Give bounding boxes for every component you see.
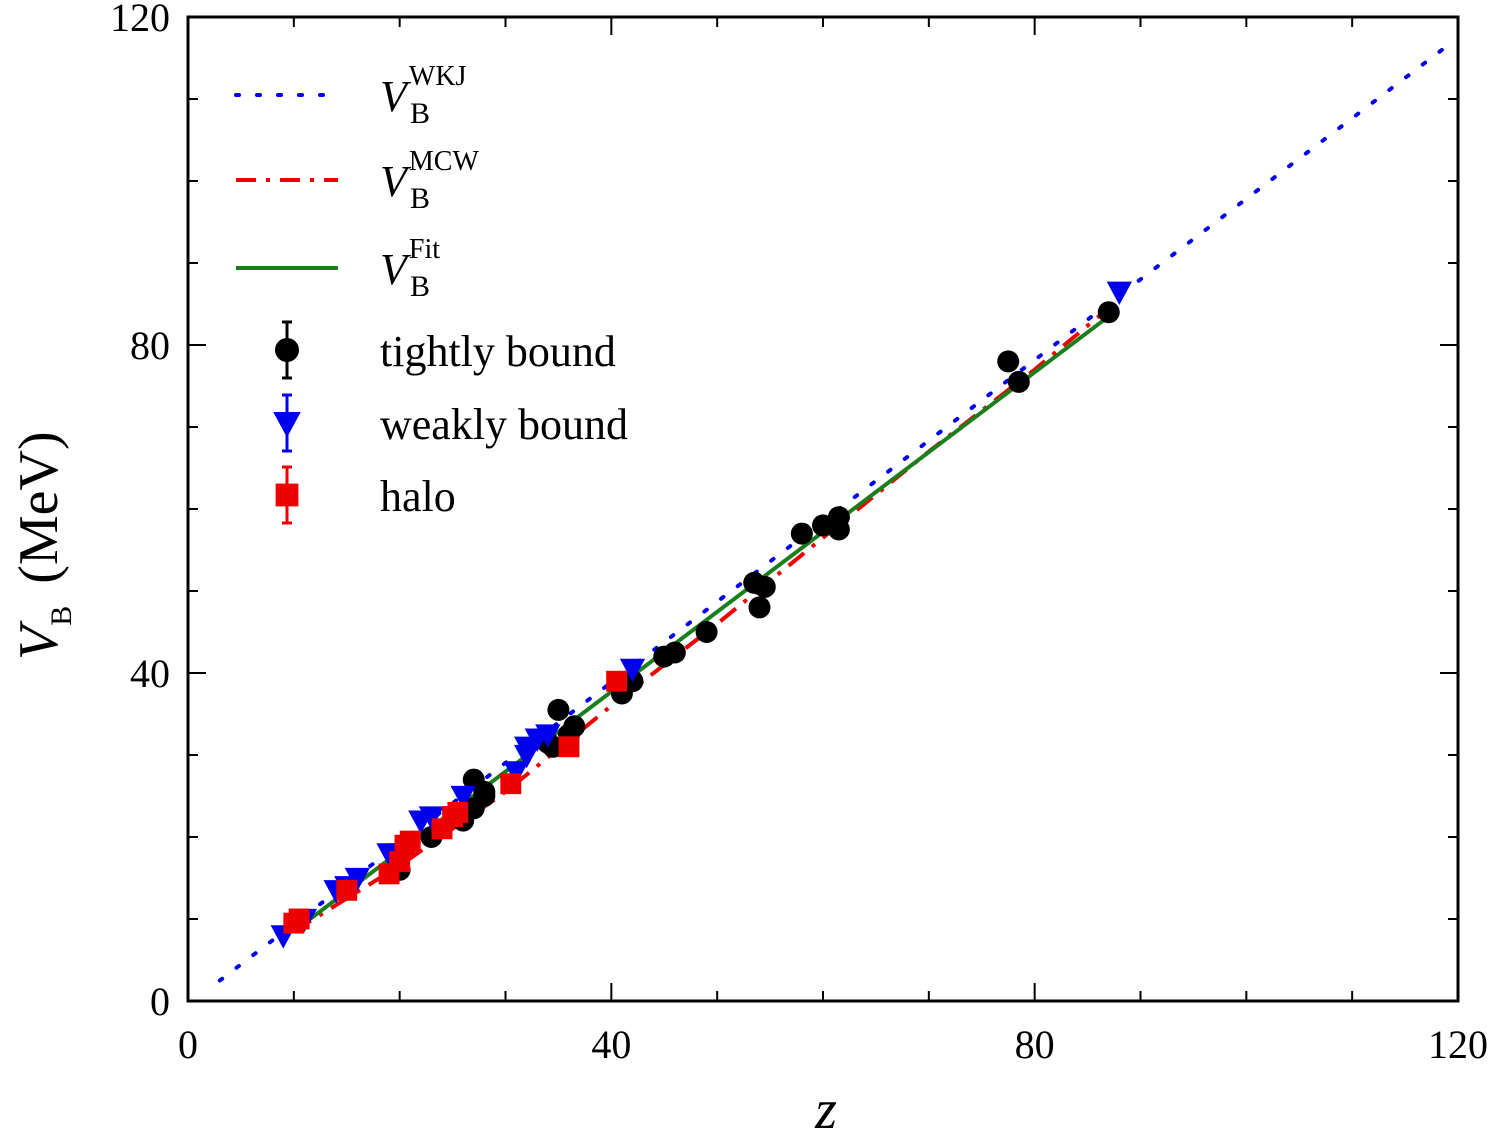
legend-label-tightly: tightly bound (380, 327, 616, 376)
weakly-point (344, 867, 370, 892)
tightly-point (1097, 301, 1120, 324)
legend-label-mcw: VMCW B (380, 146, 479, 215)
halo-point (500, 773, 522, 795)
tightly-point (1007, 370, 1030, 393)
legend: VWKJ B VMCW B VFit B tightly bound weakly bound… (234, 61, 628, 525)
tightly-point (473, 780, 496, 803)
halo-point (606, 670, 628, 692)
data-layer (217, 43, 1450, 983)
weakly-point (535, 724, 561, 748)
line-wkj (217, 43, 1450, 983)
legend-marker-weakly (273, 411, 301, 438)
x-axis-title: z (814, 1079, 837, 1140)
halo-point (399, 830, 421, 852)
weakly-point (503, 761, 529, 785)
tightly-point (695, 621, 718, 643)
tightly-point (563, 715, 586, 738)
x-tick-label: 80 (1015, 1022, 1055, 1067)
axis-tick-labels: 0 40 80 120 0 40 80 120 (110, 0, 1488, 1067)
series-tightly (388, 301, 1120, 881)
legend-marker-tightly (275, 338, 299, 362)
y-axis-title-sub: B (45, 606, 78, 626)
weakly-point (619, 658, 646, 683)
y-axis-title: VB (MeV) (8, 431, 78, 660)
y-tick-label: 40 (130, 651, 170, 696)
y-tick-label: 120 (110, 0, 170, 40)
halo-point (558, 736, 580, 758)
tightly-point (663, 641, 686, 664)
legend-label-weakly: weakly bound (380, 400, 628, 449)
weakly-point (450, 785, 476, 810)
halo-point (336, 879, 358, 901)
tightly-point (790, 522, 813, 545)
y-tick-label: 0 (150, 979, 170, 1024)
x-tick-label: 0 (178, 1022, 198, 1067)
tightly-point (753, 575, 776, 598)
legend-marker-halo (275, 483, 299, 507)
x-tick-label: 120 (1428, 1022, 1488, 1067)
halo-point (288, 908, 310, 930)
tightly-point (827, 518, 850, 541)
legend-label-wkj: VWKJ B (380, 61, 467, 130)
legend-label-fit: VFit B (380, 234, 440, 303)
y-tick-label: 80 (130, 323, 170, 368)
halo-point (447, 801, 469, 823)
tightly-point (997, 350, 1020, 373)
tightly-point (748, 596, 771, 619)
axis-ticks (188, 17, 1458, 1001)
halo-point (389, 851, 411, 873)
weakly-point (418, 806, 445, 830)
tightly-point (547, 698, 570, 721)
weakly-point (1106, 281, 1132, 305)
x-tick-label: 40 (591, 1022, 631, 1067)
legend-label-halo: halo (380, 472, 456, 521)
y-axis-title-main: V (8, 620, 70, 660)
y-axis-title-unit: (MeV) (8, 431, 70, 583)
series-halo (283, 670, 628, 934)
plot-frame (186, 15, 1460, 1003)
